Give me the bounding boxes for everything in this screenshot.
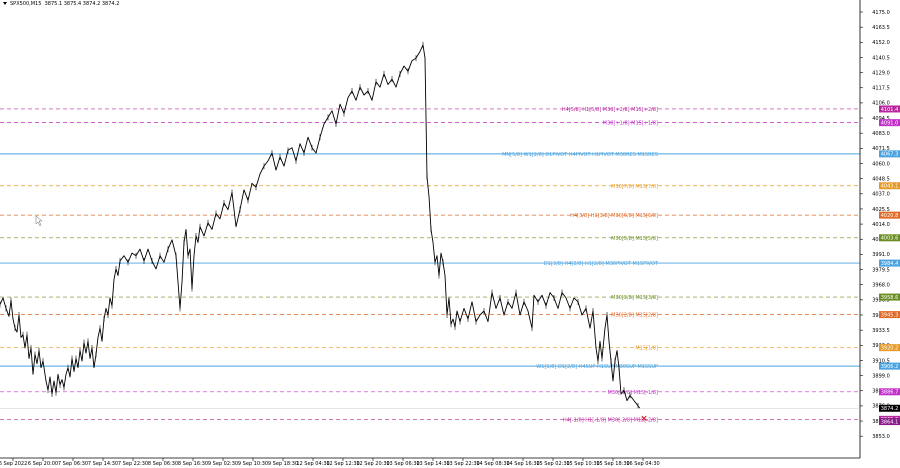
level-price-tag-label: 3906.2	[881, 364, 899, 370]
level-price-tag-label: 4067.3	[881, 152, 899, 158]
time-tick-label: 6 Sep 2022	[0, 461, 27, 467]
level-label: M30[5/8] M15[5/8]	[611, 236, 658, 242]
price-tick-label: 4037.0	[872, 192, 890, 198]
time-tick-label: 12 Sep 20:30	[356, 461, 389, 467]
dropdown-triangle-icon[interactable]	[3, 2, 7, 5]
level-price-tag	[879, 234, 900, 242]
price-tick-label: 3991.0	[872, 252, 890, 258]
current-price-tag-label: 3874.2	[881, 406, 899, 412]
level-price-tag	[879, 211, 900, 219]
level-price-tag	[879, 105, 900, 113]
ohlc-readout: 3875.1 3875.4 3874.2 3874.2	[44, 1, 120, 7]
time-tick-label: 12 Sep 04:30	[296, 461, 329, 467]
level-price-tag-label: 3886.7	[881, 390, 899, 396]
level-price-tag-label: 3958.6	[881, 295, 899, 301]
chart-header: SPX500,M15 3875.1 3875.4 3874.2 3874.2	[3, 1, 119, 7]
time-axis: 6 Sep 2022 6 Sep 20:00 7 Sep 06:30 7 Sep 14…	[0, 457, 860, 467]
level-price-tag-label: 4043.1	[881, 184, 899, 190]
level-label: H4[3/8] H1[3/8] M30[6/8] M15[6/8]	[570, 213, 658, 219]
price-tick-label: 4117.5	[872, 86, 890, 92]
level-price-tag	[879, 344, 900, 352]
level-label: W1[1/8] D1[2/8] H4SUP H1SUP M30SUP M15SU…	[536, 364, 658, 370]
time-tick-label: 15 Sep 10:30	[566, 461, 599, 467]
level-price-tag-label: 4020.8	[881, 213, 899, 219]
price-tick-label: 3979.5	[872, 267, 890, 273]
price-tick-label: 3956.5	[872, 298, 890, 304]
price-tick-label: 4060.0	[872, 161, 890, 167]
price-tick-label: 4025.5	[872, 207, 890, 213]
time-tick-label: 6 Sep 20:00	[28, 461, 58, 467]
level-price-tag	[879, 119, 900, 127]
level-price-tag-label: 4091.0	[881, 120, 899, 126]
price-tick-label: 4106.0	[872, 101, 890, 107]
price-tick-label: 3968.0	[872, 283, 890, 289]
price-tags-layer: 4101.4 4091.0 4067.3 4043.1 4020.8 4003.6 3984…	[0, 105, 900, 425]
symbol-label: SPX500,M15	[10, 1, 42, 7]
price-tick-label: 3933.5	[872, 328, 890, 334]
level-label: D1[3/8] H4[2/8] H1[2/8] M30PIVOT M15PIVO…	[544, 261, 659, 267]
time-tick-label: 7 Sep 14:30	[88, 461, 118, 467]
price-tick-label: 4083.0	[872, 131, 890, 137]
level-price-tag-label: 4101.4	[881, 107, 899, 113]
level-price-tag	[879, 388, 900, 396]
time-tick-label: 7 Sep 06:30	[58, 461, 88, 467]
level-label: M30[7/8] M15[7/8]	[611, 184, 658, 190]
price-series-line	[0, 44, 641, 409]
level-price-tag	[879, 150, 900, 158]
price-tick-label: 4048.5	[872, 176, 890, 182]
level-price-tag	[879, 293, 900, 301]
price-tick-label: 4071.5	[872, 146, 890, 152]
level-label: MN[5/8] W1[2/8] D1PIVOT H4PIVOT H1PIVOT …	[502, 152, 658, 158]
price-tick-label: 4163.5	[872, 25, 890, 31]
time-tick-label: 7 Sep 22:30	[118, 461, 148, 467]
time-tick-label: 12 Sep 12:30	[326, 461, 359, 467]
close-marker-icon: ✕	[640, 414, 648, 424]
level-price-tag	[879, 182, 900, 190]
time-tick-label: 16 Sep 04:30	[626, 461, 659, 467]
price-tick-label: 4014.0	[872, 222, 890, 228]
price-tick-label: 3910.5	[872, 358, 890, 364]
level-label: M30[-1/8] M15[-1/8]	[608, 390, 658, 396]
time-tick-label: 9 Sep 18:30	[268, 461, 298, 467]
level-price-tag-label: 3920.2	[881, 345, 899, 351]
time-tick-label: 8 Sep 06:30	[148, 461, 178, 467]
price-tick-label: 4175.0	[872, 10, 890, 16]
level-lines-layer: H4[5/8] H1[5/8] M30[+2/8] M15[+2/8] M30[+…	[0, 107, 860, 423]
time-tick-label: 14 Sep 16:30	[506, 461, 539, 467]
current-price-tag	[879, 404, 900, 412]
extra-price-tag-label: 3864.1	[881, 419, 899, 425]
time-tick-label: 8 Sep 16:30	[178, 461, 208, 467]
level-price-tag-label: 3945.3	[881, 312, 899, 318]
level-price-tag-label: 4003.6	[881, 236, 899, 242]
time-tick-label: 15 Sep 18:30	[596, 461, 629, 467]
price-series-layer	[0, 41, 641, 409]
level-label: M15[1/8]	[635, 346, 658, 352]
price-tick-label: 4129.0	[872, 70, 890, 76]
time-tick-label: 9 Sep 02:30	[208, 461, 238, 467]
time-tick-label: 15 Sep 02:30	[536, 461, 569, 467]
level-price-tag-label: 3984.4	[881, 261, 899, 267]
level-label: H4[-1/8] H1[-1/8] M30[-2/8] M15[-2/8]	[563, 417, 658, 423]
level-price-tag	[879, 259, 900, 267]
price-tick-label: 3853.0	[872, 434, 890, 440]
level-price-tag	[879, 362, 900, 370]
price-tick-label: 4152.0	[872, 40, 890, 46]
price-tick-label: 4140.5	[872, 55, 890, 61]
level-label: H4[5/8] H1[5/8] M30[+2/8] M15[+2/8]	[562, 107, 658, 113]
level-label: M30[+1/8] M15[+1/8]	[603, 121, 658, 127]
level-label: M30[2/8] M15[2/8]	[611, 313, 658, 319]
level-label: M30[3/8] M15[3/8]	[611, 295, 658, 301]
time-tick-label: 13 Sep 14:30	[416, 461, 449, 467]
price-tick-label: 3899.0	[872, 373, 890, 379]
time-tick-label: 13 Sep 22:30	[446, 461, 479, 467]
level-price-tag	[879, 311, 900, 319]
time-tick-label: 13 Sep 06:30	[386, 461, 419, 467]
cursor-icon	[35, 215, 43, 227]
price-tick-label: 4094.5	[872, 116, 890, 122]
time-tick-label: 9 Sep 10:30	[238, 461, 268, 467]
time-tick-label: 14 Sep 08:30	[476, 461, 509, 467]
extra-price-tag	[879, 418, 900, 426]
